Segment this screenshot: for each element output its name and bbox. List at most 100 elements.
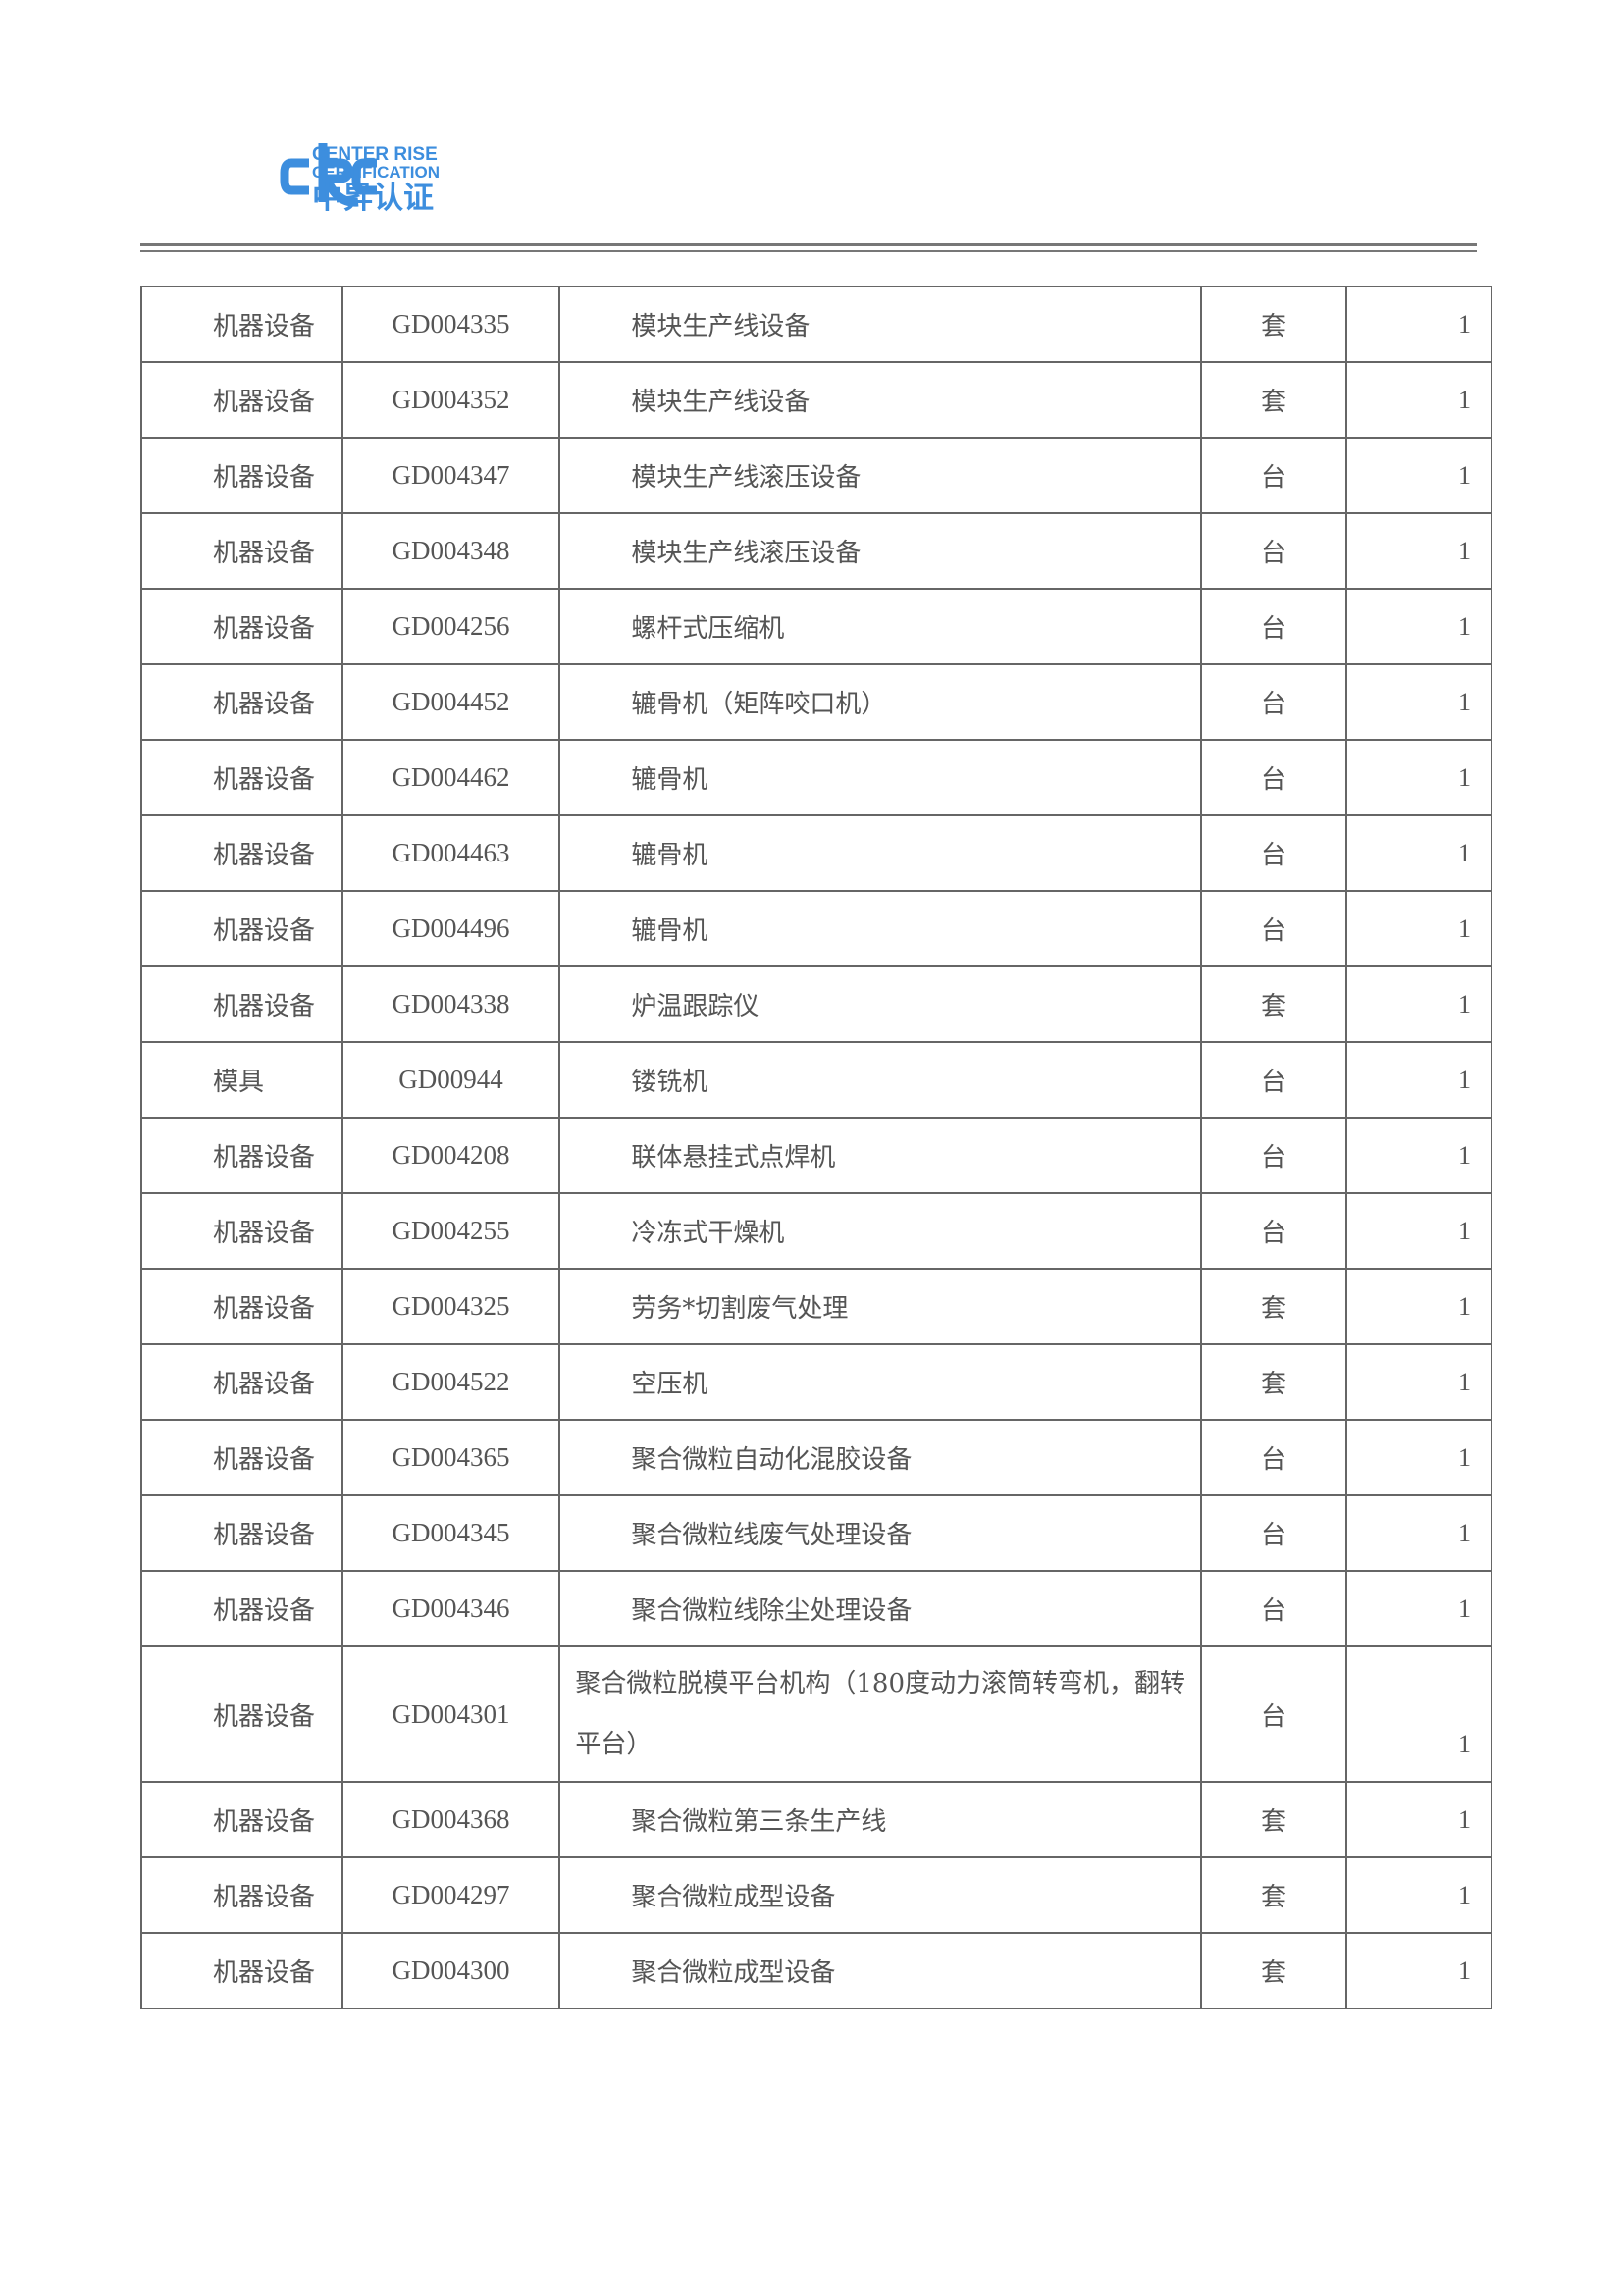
unit-cell: 套 [1199, 1268, 1348, 1345]
code-cell: GD004496 [340, 890, 561, 967]
name-cell: 聚合微粒脱模平台机构（180度动力滚筒转弯机，翻转平台） [558, 1645, 1202, 1783]
category-cell: 机器设备 [140, 286, 343, 363]
category-cell: 机器设备 [140, 1781, 343, 1858]
table-row: 模具 GD00944 镂铣机台 1 [140, 1041, 1492, 1119]
code-cell: GD004348 [340, 512, 561, 590]
table-row: 机器设备 GD004300 聚合微粒成型设备套 1 [140, 1932, 1492, 2009]
unit-cell: 套 [1199, 286, 1348, 363]
header-rule-bottom [140, 250, 1477, 252]
unit-cell: 套 [1199, 1781, 1348, 1858]
unit-cell: 台 [1199, 1570, 1348, 1647]
unit-cell: 套 [1199, 1932, 1348, 2009]
name-cell: 劳务*切割废气处理 [558, 1268, 1202, 1345]
name-cell: 聚合微粒线废气处理设备 [558, 1494, 1202, 1572]
code-cell: GD004301 [340, 1645, 561, 1783]
unit-cell: 台 [1199, 739, 1348, 816]
category-cell: 机器设备 [140, 965, 343, 1043]
code-cell: GD004345 [340, 1494, 561, 1572]
table-row: 机器设备 GD004368 聚合微粒第三条生产线套 1 [140, 1781, 1492, 1858]
unit-cell: 套 [1199, 965, 1348, 1043]
category-cell: 机器设备 [140, 588, 343, 665]
quantity-cell: 1 [1345, 588, 1492, 665]
equipment-table: 机器设备 GD004335 模块生产线设备套 1 机器设备 GD004352 模块生产线设备… [140, 286, 1492, 2009]
table-row: 机器设备 GD004352 模块生产线设备套 1 [140, 361, 1492, 439]
unit-cell: 台 [1199, 1645, 1348, 1783]
quantity-cell: 1 [1345, 1192, 1492, 1270]
quantity-cell: 1 [1345, 1494, 1492, 1572]
quantity-cell: 1 [1345, 1343, 1492, 1421]
code-cell: GD004346 [340, 1570, 561, 1647]
crc-logo [280, 143, 377, 207]
category-cell: 机器设备 [140, 890, 343, 967]
table-row: 机器设备 GD004463 辘骨机台 1 [140, 814, 1492, 892]
code-cell: GD004297 [340, 1856, 561, 1934]
quantity-cell: 1 [1345, 1570, 1492, 1647]
table-row: 机器设备 GD004347 模块生产线滚压设备台 1 [140, 437, 1492, 514]
name-cell: 空压机 [558, 1343, 1202, 1421]
table-row: 机器设备 GD004462 辘骨机台 1 [140, 739, 1492, 816]
quantity-cell: 1 [1345, 1932, 1492, 2009]
category-cell: 机器设备 [140, 1343, 343, 1421]
name-cell: 炉温跟踪仪 [558, 965, 1202, 1043]
name-cell: 辘骨机 [558, 814, 1202, 892]
table-row: 机器设备 GD004365 聚合微粒自动化混胶设备台 1 [140, 1419, 1492, 1496]
code-cell: GD004300 [340, 1932, 561, 2009]
code-cell: GD004522 [340, 1343, 561, 1421]
quantity-cell: 1 [1345, 1041, 1492, 1119]
unit-cell: 台 [1199, 814, 1348, 892]
unit-cell: 台 [1199, 1117, 1348, 1194]
logo-line-1: CENTER RISE [312, 144, 438, 165]
name-cell: 镂铣机 [558, 1041, 1202, 1119]
table-row: 机器设备 GD004522 空压机套 1 [140, 1343, 1492, 1421]
name-cell: 联体悬挂式点焊机 [558, 1117, 1202, 1194]
quantity-cell: 1 [1345, 1645, 1492, 1783]
category-cell: 机器设备 [140, 1419, 343, 1496]
quantity-cell: 1 [1345, 739, 1492, 816]
name-cell: 模块生产线设备 [558, 286, 1202, 363]
unit-cell: 台 [1199, 1192, 1348, 1270]
code-cell: GD004352 [340, 361, 561, 439]
table-row: 机器设备 GD004346 聚合微粒线除尘处理设备台 1 [140, 1570, 1492, 1647]
name-cell: 辘骨机 [558, 890, 1202, 967]
category-cell: 机器设备 [140, 1856, 343, 1934]
table-row: 机器设备 GD004338 炉温跟踪仪套 1 [140, 965, 1492, 1043]
quantity-cell: 1 [1345, 286, 1492, 363]
category-cell: 机器设备 [140, 663, 343, 741]
table-row: 机器设备 GD004496 辘骨机台 1 [140, 890, 1492, 967]
category-cell: 机器设备 [140, 1645, 343, 1783]
table-row: 机器设备 GD004301 聚合微粒脱模平台机构（180度动力滚筒转弯机，翻转平台）… [140, 1645, 1492, 1783]
quantity-cell: 1 [1345, 361, 1492, 439]
table-row: 机器设备 GD004348 模块生产线滚压设备台 1 [140, 512, 1492, 590]
category-cell: 模具 [140, 1041, 343, 1119]
name-cell: 辘骨机 [558, 739, 1202, 816]
quantity-cell: 1 [1345, 1117, 1492, 1194]
table-row: 机器设备 GD004255 冷冻式干燥机台 1 [140, 1192, 1492, 1270]
category-cell: 机器设备 [140, 814, 343, 892]
quantity-cell: 1 [1345, 1268, 1492, 1345]
logo-line-3: 中昇认证 [312, 181, 434, 215]
quantity-cell: 1 [1345, 814, 1492, 892]
quantity-cell: 1 [1345, 965, 1492, 1043]
category-cell: 机器设备 [140, 739, 343, 816]
category-cell: 机器设备 [140, 1117, 343, 1194]
name-cell: 冷冻式干燥机 [558, 1192, 1202, 1270]
code-cell: GD004452 [340, 663, 561, 741]
category-cell: 机器设备 [140, 1570, 343, 1647]
unit-cell: 套 [1199, 361, 1348, 439]
category-cell: 机器设备 [140, 1932, 343, 2009]
code-cell: GD004208 [340, 1117, 561, 1194]
unit-cell: 套 [1199, 1856, 1348, 1934]
name-cell: 模块生产线滚压设备 [558, 437, 1202, 514]
name-cell: 聚合微粒自动化混胶设备 [558, 1419, 1202, 1496]
unit-cell: 台 [1199, 1494, 1348, 1572]
name-cell: 聚合微粒第三条生产线 [558, 1781, 1202, 1858]
name-cell: 模块生产线滚压设备 [558, 512, 1202, 590]
logo-line-2: CERTIFICATION [312, 163, 441, 182]
category-cell: 机器设备 [140, 1192, 343, 1270]
quantity-cell: 1 [1345, 1856, 1492, 1934]
category-cell: 机器设备 [140, 1268, 343, 1345]
unit-cell: 台 [1199, 1419, 1348, 1496]
category-cell: 机器设备 [140, 512, 343, 590]
table-row: 机器设备 GD004297 聚合微粒成型设备套 1 [140, 1856, 1492, 1934]
code-cell: GD004347 [340, 437, 561, 514]
